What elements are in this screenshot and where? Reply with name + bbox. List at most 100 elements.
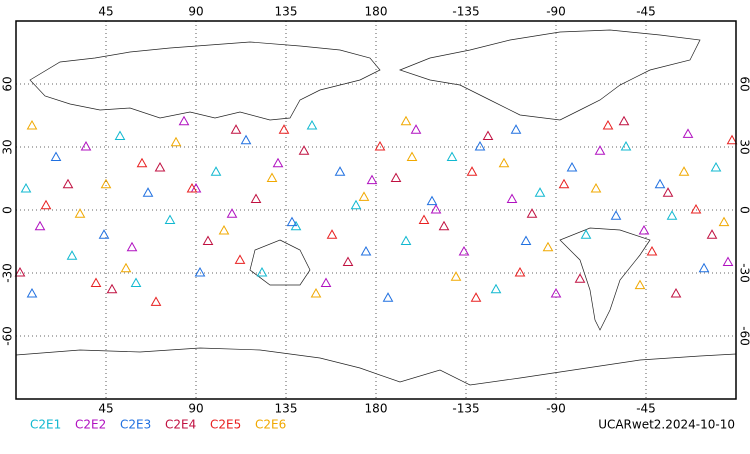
point	[452, 272, 461, 280]
point	[604, 121, 613, 129]
point	[648, 247, 657, 255]
point	[36, 222, 45, 230]
y-tick-label: 60	[738, 76, 750, 91]
point	[144, 188, 153, 196]
point	[180, 117, 189, 125]
point	[16, 268, 25, 276]
point	[258, 268, 267, 276]
point	[384, 293, 393, 301]
legend-label: C2E3	[120, 418, 151, 432]
point	[512, 125, 521, 133]
point	[664, 188, 673, 196]
point	[166, 216, 175, 224]
legend-label: C2E1	[30, 418, 61, 432]
point	[52, 153, 61, 161]
x-tick-label: 135	[275, 5, 298, 19]
point	[82, 142, 91, 150]
y-tick-label: -30	[1, 263, 15, 283]
point	[472, 293, 481, 301]
y-tick-label: 30	[1, 139, 15, 154]
point	[720, 218, 729, 226]
x-tick-label: 90	[188, 5, 203, 19]
point	[28, 289, 37, 297]
y-tick-label: 60	[1, 76, 15, 91]
footer: UCARwet2.2024-10-10	[598, 418, 735, 432]
legend-label: C2E4	[165, 418, 196, 432]
point	[242, 136, 251, 144]
coastline	[30, 42, 380, 120]
point	[560, 180, 569, 188]
point	[362, 247, 371, 255]
point	[500, 159, 509, 167]
point	[138, 159, 147, 167]
point	[724, 258, 733, 266]
y-tick-label: -60	[1, 326, 15, 346]
point	[492, 285, 501, 293]
point	[128, 243, 137, 251]
point	[484, 132, 493, 140]
point	[668, 211, 677, 219]
y-tick-label: 0	[1, 206, 15, 214]
y-tick-label: -30	[738, 263, 750, 283]
point	[408, 153, 417, 161]
point	[476, 142, 485, 150]
coastline	[400, 30, 700, 120]
point	[22, 184, 31, 192]
point	[468, 167, 477, 175]
point	[712, 163, 721, 171]
point	[288, 218, 297, 226]
point	[268, 174, 277, 182]
grid	[16, 21, 736, 399]
point	[100, 230, 109, 238]
point	[402, 117, 411, 125]
point	[328, 230, 337, 238]
point	[508, 195, 517, 203]
x-tick-label: 90	[188, 402, 203, 416]
point	[680, 167, 689, 175]
point	[432, 205, 441, 213]
point	[656, 180, 665, 188]
point	[568, 163, 577, 171]
point	[360, 192, 369, 200]
point	[152, 297, 161, 305]
point	[64, 180, 73, 188]
point	[322, 279, 331, 287]
point	[132, 279, 141, 287]
point	[280, 125, 289, 133]
point	[420, 216, 429, 224]
point	[522, 237, 531, 245]
point	[312, 289, 321, 297]
point	[440, 222, 449, 230]
legend-label: C2E6	[255, 418, 286, 432]
point	[274, 159, 283, 167]
point	[68, 251, 77, 259]
point	[412, 125, 421, 133]
point	[536, 188, 545, 196]
x-tick-label: -90	[546, 402, 566, 416]
x-tick-label: -135	[452, 5, 479, 19]
point	[196, 268, 205, 276]
legend-label: C2E5	[210, 418, 241, 432]
x-tick-label: -90	[546, 5, 566, 19]
x-tick-label: -45	[636, 5, 656, 19]
point	[448, 153, 457, 161]
y-tick-label: 30	[738, 139, 750, 154]
point	[376, 142, 385, 150]
point	[636, 281, 645, 289]
point	[122, 264, 131, 272]
coastline	[560, 228, 650, 330]
point	[204, 237, 213, 245]
point	[232, 125, 241, 133]
x-tick-label: -135	[452, 402, 479, 416]
point	[460, 247, 469, 255]
x-tick-label: 45	[98, 5, 113, 19]
point	[108, 285, 117, 293]
point	[516, 268, 525, 276]
x-tick-label: 135	[275, 402, 298, 416]
point	[352, 201, 361, 209]
x-tick-label: -45	[636, 402, 656, 416]
point	[582, 230, 591, 238]
point	[592, 184, 601, 192]
point	[308, 121, 317, 129]
